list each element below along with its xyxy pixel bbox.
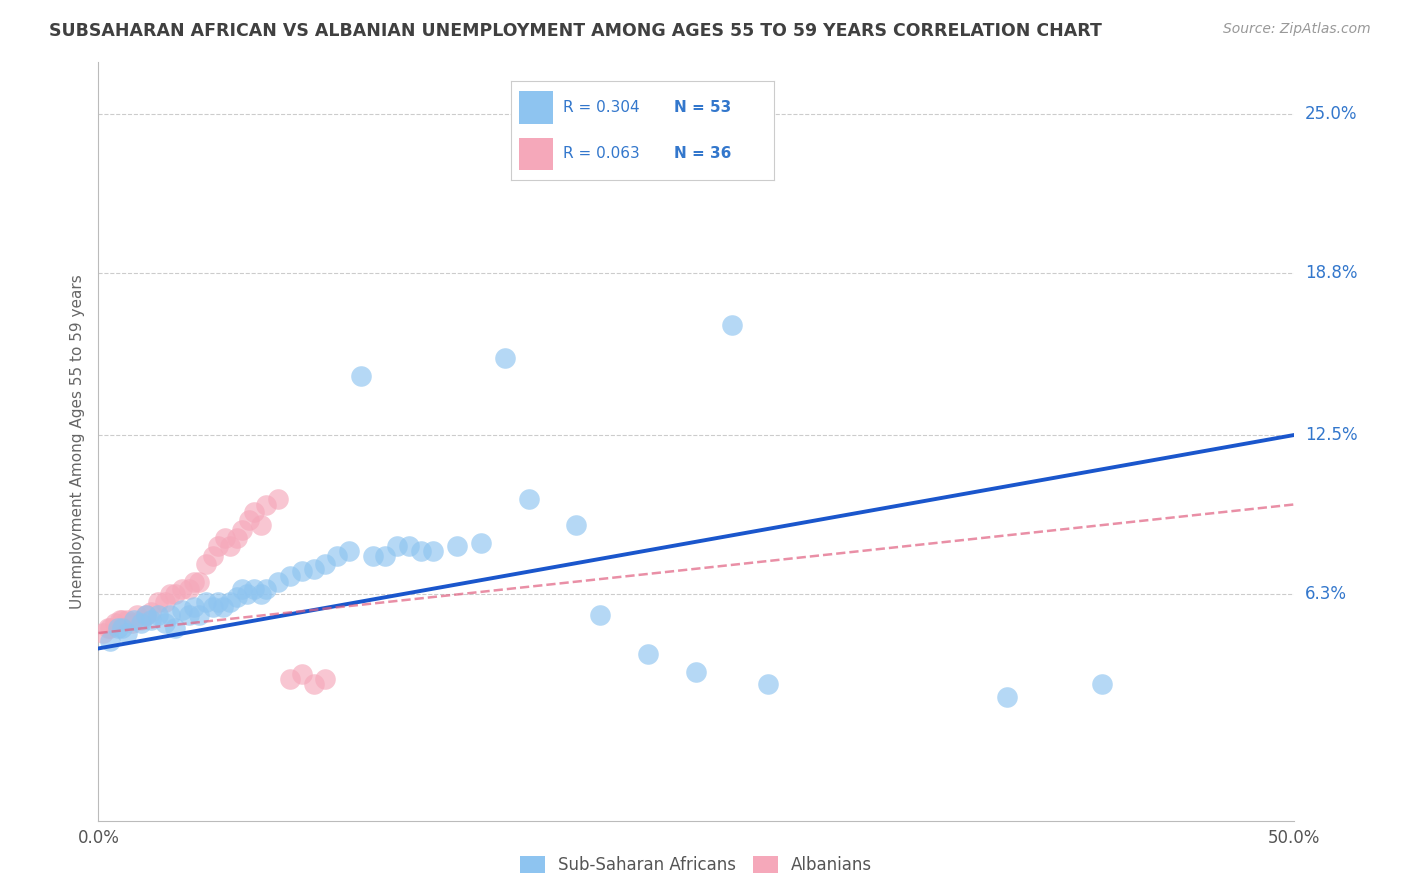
Point: [267, 492, 290, 507]
Point: [115, 613, 138, 627]
Point: [214, 531, 236, 545]
Point: [219, 595, 242, 609]
Text: SUBSAHARAN AFRICAN VS ALBANIAN UNEMPLOYMENT AMONG AGES 55 TO 59 YEARS CORRELATIO: SUBSAHARAN AFRICAN VS ALBANIAN UNEMPLOYM…: [49, 22, 1102, 40]
Point: [148, 595, 170, 609]
Point: [159, 587, 181, 601]
Point: [446, 539, 468, 553]
Point: [183, 574, 205, 589]
Point: [97, 621, 120, 635]
Point: [422, 543, 444, 558]
Point: [721, 318, 744, 332]
Point: [115, 626, 138, 640]
Point: [111, 621, 134, 635]
Point: [135, 607, 157, 622]
Point: [238, 513, 260, 527]
Point: [179, 607, 201, 622]
Point: [207, 595, 229, 609]
Point: [207, 539, 229, 553]
Point: [202, 600, 225, 615]
Point: [139, 606, 162, 620]
Point: [163, 621, 186, 635]
Point: [267, 574, 290, 589]
Point: [231, 523, 253, 537]
Point: [183, 600, 205, 615]
Text: 18.8%: 18.8%: [1305, 264, 1357, 282]
Point: [685, 665, 707, 679]
Y-axis label: Unemployment Among Ages 55 to 59 years: Unemployment Among Ages 55 to 59 years: [69, 274, 84, 609]
Point: [243, 505, 266, 519]
Point: [148, 607, 170, 622]
Point: [107, 621, 129, 635]
Point: [339, 543, 361, 558]
Point: [398, 539, 420, 553]
Point: [111, 613, 134, 627]
Point: [315, 557, 337, 571]
Point: [131, 615, 153, 630]
Point: [219, 539, 242, 553]
Point: [254, 582, 277, 597]
Point: [494, 351, 516, 365]
Point: [302, 677, 325, 691]
Point: [124, 613, 146, 627]
Point: [104, 615, 127, 630]
Point: [243, 582, 266, 597]
Point: [589, 607, 612, 622]
Point: [326, 549, 349, 563]
Point: [374, 549, 396, 563]
Point: [363, 549, 385, 563]
Point: [98, 633, 122, 648]
Point: [278, 673, 301, 687]
Point: [637, 647, 659, 661]
Point: [195, 595, 218, 609]
Point: [250, 518, 273, 533]
Point: [291, 565, 314, 579]
Point: [91, 626, 114, 640]
Point: [135, 607, 157, 622]
Point: [1091, 677, 1114, 691]
Point: [315, 673, 337, 687]
Point: [98, 621, 122, 635]
Point: [179, 582, 201, 597]
Point: [756, 677, 779, 691]
Point: [231, 582, 253, 597]
Point: [226, 590, 249, 604]
Point: [202, 549, 225, 563]
Point: [172, 582, 194, 597]
Point: [350, 369, 373, 384]
Legend: Sub-Saharan Africans, Albanians: Sub-Saharan Africans, Albanians: [513, 849, 879, 880]
Point: [302, 562, 325, 576]
Point: [195, 557, 218, 571]
Point: [187, 574, 209, 589]
Point: [155, 615, 177, 630]
Text: 12.5%: 12.5%: [1305, 426, 1357, 444]
Point: [155, 595, 177, 609]
Point: [995, 690, 1018, 705]
Point: [125, 607, 148, 622]
Point: [163, 587, 186, 601]
Point: [291, 667, 314, 681]
Point: [211, 600, 233, 615]
Point: [517, 492, 540, 507]
Point: [235, 587, 257, 601]
Point: [131, 613, 153, 627]
Point: [226, 531, 249, 545]
Point: [254, 498, 277, 512]
Point: [470, 536, 492, 550]
Point: [121, 615, 143, 630]
Point: [385, 539, 409, 553]
Text: 25.0%: 25.0%: [1305, 105, 1357, 123]
Point: [278, 569, 301, 583]
Point: [159, 607, 181, 622]
Point: [139, 613, 162, 627]
Point: [108, 613, 131, 627]
Text: 6.3%: 6.3%: [1305, 585, 1347, 604]
Point: [172, 603, 194, 617]
Text: Source: ZipAtlas.com: Source: ZipAtlas.com: [1223, 22, 1371, 37]
Point: [187, 607, 209, 622]
Point: [565, 518, 588, 533]
Point: [411, 543, 433, 558]
Point: [250, 587, 273, 601]
